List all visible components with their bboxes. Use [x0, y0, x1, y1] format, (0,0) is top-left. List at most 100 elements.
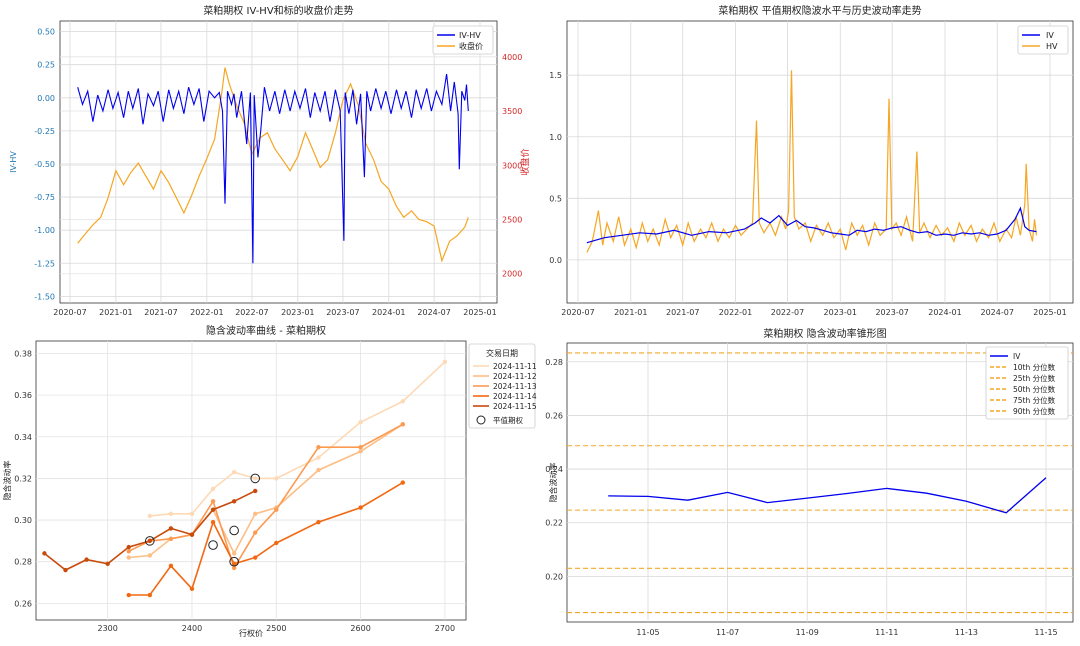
y-tick-label: 0.0: [549, 256, 562, 265]
x-tick-label: 11-07: [716, 628, 739, 637]
data-point: [189, 586, 195, 591]
y-tick-label: 0.22: [545, 519, 563, 528]
legend-label: 2024-11-11: [493, 362, 537, 371]
data-point: [253, 476, 258, 481]
data-point: [316, 455, 321, 460]
data-point: [231, 469, 237, 475]
data-point: [126, 549, 131, 554]
grid: [567, 21, 1073, 303]
y-tick-label: 1.0: [549, 133, 562, 142]
legend-label: 2024-11-14: [493, 392, 537, 401]
legend-label: 10th 分位数: [1013, 362, 1056, 372]
x-tick-label: 2600: [350, 624, 370, 633]
atm-marker: [145, 536, 155, 546]
y2-tick-label: 3500: [502, 107, 522, 116]
y-tick-label: -0.75: [34, 193, 55, 202]
y-tick-label: 0.26: [14, 599, 32, 608]
data-point: [253, 511, 258, 517]
legend: IV HV: [1017, 25, 1069, 55]
x-tick-label: 2300: [97, 624, 117, 633]
legend-label: 2024-11-15: [493, 402, 537, 411]
data-point: [126, 555, 131, 560]
legend-box: [1017, 25, 1069, 55]
x-tick-label: 2021-01: [99, 308, 132, 317]
data-point: [147, 592, 153, 598]
y-tick-label: 0.00: [37, 94, 55, 103]
data-point: [189, 532, 195, 537]
atm-marker: [208, 540, 218, 550]
data-point: [253, 530, 258, 535]
x-tick-label: 2023-01: [824, 308, 857, 317]
chart-panel-4: 11-05 11-07 11-09 11-11 11-13 11-15 0.28 0.26 0.…: [545, 327, 1074, 637]
plot-frame: [59, 20, 498, 304]
chart-panel-1: 2020-07 2021-01 2021-07 2022-01 2022-07 2023-…: [9, 4, 531, 317]
legend-label: 2024-11-13: [493, 382, 537, 391]
x-tick-label: 11-11: [875, 628, 898, 637]
data-point: [210, 499, 216, 504]
data-point: [105, 561, 110, 566]
x-tick-label: 2021-07: [666, 308, 699, 317]
y-axis-label: 隐含波动率: [548, 463, 558, 503]
data-point: [42, 551, 47, 556]
legend-label: 2024-11-12: [493, 372, 537, 381]
series-line-iv: [608, 477, 1047, 514]
data-point: [168, 536, 174, 541]
x-tick-label: 11-09: [796, 628, 819, 637]
legend-label: IV: [1046, 31, 1054, 40]
legend-label: 25th 分位数: [1013, 373, 1056, 383]
series-line-iv: [586, 206, 1037, 244]
data-point: [147, 538, 153, 544]
data-point: [210, 519, 216, 525]
y-tick-label: 0.50: [37, 28, 55, 37]
legend-box: [985, 346, 1069, 420]
x-tick-label: 2021-01: [614, 308, 647, 317]
chart-panel-2: 2020-07 2021-01 2021-07 2022-01 2022-07 2023-…: [549, 4, 1074, 317]
y-tick-label: -1.25: [34, 259, 55, 268]
data-point: [274, 476, 279, 481]
y-tick-label: 0.36: [14, 391, 32, 400]
data-point: [210, 486, 216, 492]
y-tick-label: -0.50: [34, 160, 55, 169]
data-point: [316, 467, 321, 473]
data-point: [400, 480, 405, 485]
x-tick-label: 2022-01: [719, 308, 752, 317]
x-tick-label: 2020-07: [561, 308, 594, 317]
data-point: [442, 359, 448, 365]
y-tick-label: 0.34: [14, 433, 32, 442]
y2-tick-label: 2500: [502, 215, 522, 224]
legend: 交易日期2024-11-112024-11-122024-11-132024-1…: [468, 343, 537, 429]
data-point: [358, 444, 363, 450]
data-point: [400, 399, 405, 404]
x-tick-label: 11-15: [1034, 628, 1057, 637]
y-tick-label: 0.25: [37, 61, 55, 70]
series-2024-11-15: [42, 488, 258, 573]
data-point: [126, 592, 131, 598]
legend-label: 50th 分位数: [1013, 384, 1056, 394]
y-tick-label: 0.26: [545, 411, 563, 420]
x-tick-label: 2024-07: [417, 308, 450, 317]
y-axis-label: 隐含波动率: [2, 461, 12, 501]
series-2024-11-11: [147, 359, 448, 519]
x-tick-label: 2500: [266, 624, 286, 633]
x-tick-label: 2024-01: [928, 308, 961, 317]
data-point: [231, 561, 237, 566]
y-tick-label: 0.28: [14, 558, 32, 567]
legend-label: 平值期权: [493, 415, 523, 425]
legend-label: HV: [1046, 42, 1058, 51]
data-point: [253, 555, 258, 560]
plot-frame: [566, 20, 1074, 304]
y-tick-label: -1.00: [34, 226, 55, 235]
data-point: [316, 519, 321, 525]
data-point: [189, 511, 195, 517]
chart-title: 隐含波动率曲线 - 菜粕期权: [206, 324, 326, 337]
x-tick-label: 2023-07: [326, 308, 359, 317]
series-2024-11-14: [126, 480, 405, 598]
y2-tick-label: 2000: [502, 270, 522, 279]
legend-label: 75th 分位数: [1013, 395, 1056, 405]
x-tick-label: 11-05: [636, 628, 659, 637]
series-2024-11-13: [126, 422, 405, 571]
data-point: [147, 553, 153, 558]
x-tick-label: 2020-07: [53, 308, 86, 317]
x-tick-label: 2024-01: [372, 308, 405, 317]
